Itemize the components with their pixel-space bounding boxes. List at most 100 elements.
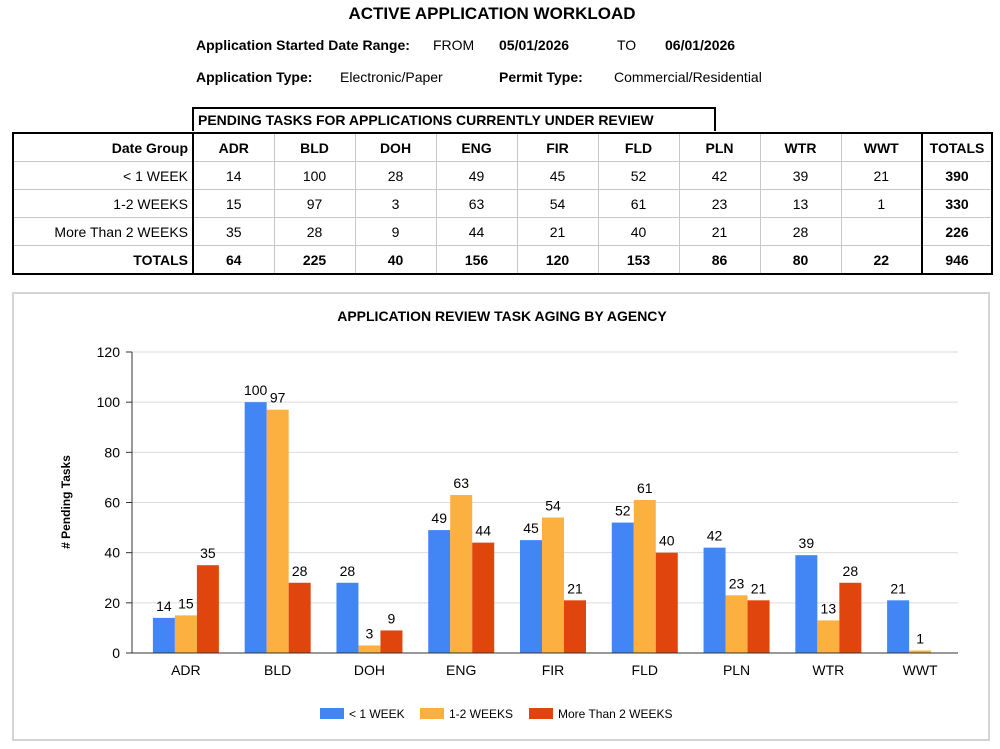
data-label: 35 xyxy=(200,545,216,561)
x-tick-label: WWT xyxy=(903,662,938,678)
bar-chart: APPLICATION REVIEW TASK AGING BY AGENCY … xyxy=(59,308,958,721)
table-cell: 61 xyxy=(597,189,680,218)
table-cell: 13 xyxy=(759,189,842,218)
data-label: 9 xyxy=(388,610,396,626)
y-tick-label: 0 xyxy=(112,645,120,661)
bar xyxy=(336,582,359,653)
column-header: FIR xyxy=(516,132,599,162)
date-range-label: Application Started Date Range: xyxy=(196,37,410,53)
data-label: 49 xyxy=(431,510,447,526)
data-label: 14 xyxy=(156,598,172,614)
data-label: 21 xyxy=(751,580,767,596)
data-label: 13 xyxy=(821,600,837,616)
chart-panel: APPLICATION REVIEW TASK AGING BY AGENCY … xyxy=(12,292,990,741)
permit-type-label: Permit Type: xyxy=(499,69,583,85)
bar xyxy=(564,600,586,653)
table-cell: 54 xyxy=(516,189,599,218)
data-label: 44 xyxy=(475,523,491,539)
y-axis-label: # Pending Tasks xyxy=(59,455,73,549)
data-label: 45 xyxy=(523,520,539,536)
table-cell: 42 xyxy=(678,161,761,190)
table-cell: 225 xyxy=(273,245,356,275)
data-label: 3 xyxy=(366,625,374,641)
x-tick-label: FLD xyxy=(632,662,658,678)
bar xyxy=(611,522,634,653)
table-cell: 9 xyxy=(354,217,437,246)
table-cell: 23 xyxy=(678,189,761,218)
bar xyxy=(472,542,495,653)
table-cell: 15 xyxy=(192,189,275,218)
y-tick-label: 100 xyxy=(97,394,121,410)
column-header: Date Group xyxy=(12,132,194,162)
legend-label: 1-2 WEEKS xyxy=(449,707,513,721)
table-cell: 100 xyxy=(273,161,356,190)
data-label: 21 xyxy=(890,580,906,596)
table-cell: 63 xyxy=(435,189,518,218)
data-label: 61 xyxy=(637,480,653,496)
x-tick-label: PLN xyxy=(723,662,750,678)
data-label: 40 xyxy=(659,533,675,549)
data-label: 39 xyxy=(799,535,815,551)
bar xyxy=(266,409,289,653)
row-header: < 1 WEEK xyxy=(12,161,194,190)
legend-label: < 1 WEEK xyxy=(349,707,405,721)
bar xyxy=(152,617,175,653)
permit-type-value: Commercial/Residential xyxy=(614,69,762,85)
totals-row: TOTALS 64 225 40 156 120 153 86 80 22 94… xyxy=(12,245,993,275)
y-tick-label: 60 xyxy=(104,495,120,511)
table-row: More Than 2 WEEKS 35 28 9 44 21 40 21 28… xyxy=(12,217,993,246)
bar xyxy=(358,645,381,653)
x-tick-label: ENG xyxy=(446,662,476,678)
table-cell: 28 xyxy=(759,217,842,246)
table-cell: 44 xyxy=(435,217,518,246)
bar xyxy=(633,499,656,653)
bar xyxy=(380,630,403,653)
table-cell: 28 xyxy=(273,217,356,246)
bar xyxy=(244,402,267,653)
x-tick-label: BLD xyxy=(264,662,291,678)
column-header: BLD xyxy=(273,132,356,162)
bar xyxy=(196,565,219,653)
column-header: ADR xyxy=(192,132,275,162)
table-cell: 64 xyxy=(192,245,275,275)
row-total-cell: 390 xyxy=(921,161,993,190)
application-type-label: Application Type: xyxy=(196,69,313,85)
bar xyxy=(887,600,910,653)
table-caption: PENDING TASKS FOR APPLICATIONS CURRENTLY… xyxy=(192,107,716,131)
x-tick-label: DOH xyxy=(354,662,385,678)
column-header: ENG xyxy=(435,132,518,162)
legend-swatch xyxy=(420,708,444,719)
table-cell: 1 xyxy=(840,189,923,218)
table-cell: 40 xyxy=(597,217,680,246)
column-header: FLD xyxy=(597,132,680,162)
data-label: 1 xyxy=(916,630,924,646)
x-tick-label: ADR xyxy=(171,662,201,678)
table-cell: 35 xyxy=(192,217,275,246)
grand-total-cell: 946 xyxy=(921,245,993,275)
data-label: 63 xyxy=(453,475,469,491)
table-row: 1-2 WEEKS 15 97 3 63 54 61 23 13 1 330 xyxy=(12,189,993,218)
bar xyxy=(174,615,197,653)
y-tick-label: 80 xyxy=(104,444,120,460)
table-cell: 80 xyxy=(759,245,842,275)
table-cell: 21 xyxy=(678,217,761,246)
x-tick-label: FIR xyxy=(542,662,565,678)
table-cell: 28 xyxy=(354,161,437,190)
to-label: TO xyxy=(617,37,637,53)
table-cell: 21 xyxy=(840,161,923,190)
from-label: FROM xyxy=(433,37,475,53)
y-tick-label: 40 xyxy=(104,545,120,561)
bar xyxy=(909,650,932,653)
data-label: 28 xyxy=(292,563,308,579)
table-cell: 49 xyxy=(435,161,518,190)
data-label: 28 xyxy=(843,563,859,579)
from-date: 05/01/2026 xyxy=(499,37,570,53)
data-label: 52 xyxy=(615,503,631,519)
x-tick-label: WTR xyxy=(812,662,844,678)
page-title: ACTIVE APPLICATION WORKLOAD xyxy=(348,4,636,23)
bar xyxy=(725,595,748,653)
table-cell xyxy=(840,217,923,246)
table-cell: 39 xyxy=(759,161,842,190)
column-header: PLN xyxy=(678,132,761,162)
to-date: 06/01/2026 xyxy=(665,37,736,53)
